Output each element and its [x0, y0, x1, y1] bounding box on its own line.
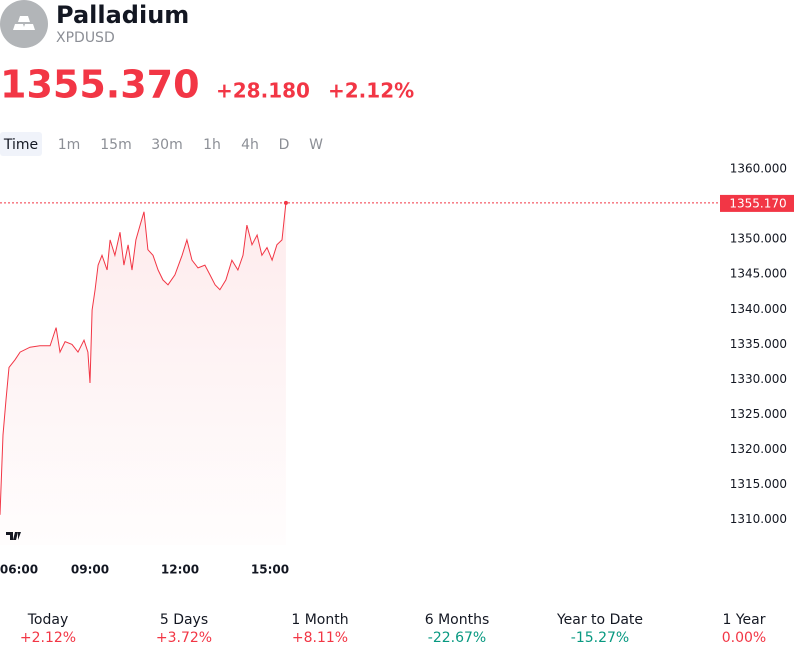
period-label[interactable]: Today [27, 612, 69, 628]
tab[interactable]: 1h [203, 137, 221, 153]
y-tick-label: 1345.000 [730, 267, 787, 281]
period-value[interactable]: -22.67% [428, 630, 486, 646]
y-tick-label: 1360.000 [730, 162, 787, 176]
y-tick-label: 1310.000 [730, 512, 787, 526]
period-label[interactable]: 5 Days [160, 612, 208, 628]
last-point [283, 200, 288, 205]
tab[interactable]: Time [3, 137, 38, 153]
logo [0, 0, 48, 48]
tab[interactable]: 4h [241, 137, 259, 153]
last-price-tag [720, 194, 794, 212]
y-tick-label: 1330.000 [730, 372, 787, 386]
period-value[interactable]: -15.27% [571, 630, 629, 646]
x-tick-label: 06:00 [0, 563, 38, 577]
title: Palladium [56, 1, 189, 29]
change-percent: +2.12% [328, 79, 414, 103]
price: 1355.370 [0, 63, 200, 107]
y-tick-label: 1350.000 [730, 232, 787, 246]
area [0, 202, 286, 545]
tab[interactable]: 15m [100, 137, 131, 153]
tab[interactable]: D [279, 137, 290, 153]
period-label[interactable]: 1 Year [723, 612, 766, 628]
period-value[interactable]: +8.11% [292, 630, 348, 646]
x-tick-label: 12:00 [161, 563, 199, 577]
y-tick-label: 1315.000 [730, 477, 787, 491]
x-tick-label: 09:00 [71, 563, 109, 577]
period-label[interactable]: Year to Date [556, 612, 643, 628]
last-price-label: 1355.170 [729, 196, 786, 210]
tab[interactable]: W [309, 137, 323, 153]
tab[interactable]: 1m [58, 137, 81, 153]
y-tick-label: 1340.000 [730, 302, 787, 316]
tab[interactable]: 30m [151, 137, 182, 153]
y-tick-label: 1335.000 [730, 337, 787, 351]
period-label[interactable]: 1 Month [291, 612, 348, 628]
y-tick-label: 1320.000 [730, 442, 787, 456]
price-line-series [0, 202, 287, 515]
y-tick-label: 1325.000 [730, 407, 787, 421]
active-tab-bg [0, 132, 42, 156]
period-value[interactable]: +3.72% [156, 630, 212, 646]
x-tick-label: 15:00 [251, 563, 289, 577]
period-value[interactable]: 0.00% [722, 630, 766, 646]
period-label[interactable]: 6 Months [425, 612, 490, 628]
symbol: XPDUSD [56, 30, 115, 46]
change: +28.180 [216, 79, 310, 103]
period-value[interactable]: +2.12% [20, 630, 76, 646]
